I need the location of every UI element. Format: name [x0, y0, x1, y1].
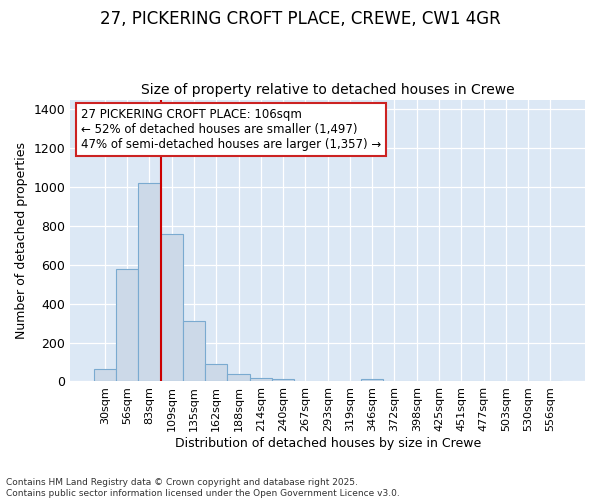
Bar [250, 378, 272, 382]
Bar [116, 268, 138, 382]
Bar [138, 183, 161, 382]
Bar [272, 379, 294, 382]
Title: Size of property relative to detached houses in Crewe: Size of property relative to detached ho… [141, 83, 514, 97]
Text: 27, PICKERING CROFT PLACE, CREWE, CW1 4GR: 27, PICKERING CROFT PLACE, CREWE, CW1 4G… [100, 10, 500, 28]
Y-axis label: Number of detached properties: Number of detached properties [15, 142, 28, 339]
Bar [227, 374, 250, 382]
Text: 27 PICKERING CROFT PLACE: 106sqm
← 52% of detached houses are smaller (1,497)
47: 27 PICKERING CROFT PLACE: 106sqm ← 52% o… [80, 108, 381, 151]
Bar [361, 378, 383, 382]
Bar [161, 234, 183, 382]
X-axis label: Distribution of detached houses by size in Crewe: Distribution of detached houses by size … [175, 437, 481, 450]
Bar [94, 369, 116, 382]
Bar [183, 321, 205, 382]
Text: Contains HM Land Registry data © Crown copyright and database right 2025.
Contai: Contains HM Land Registry data © Crown c… [6, 478, 400, 498]
Bar [205, 364, 227, 382]
